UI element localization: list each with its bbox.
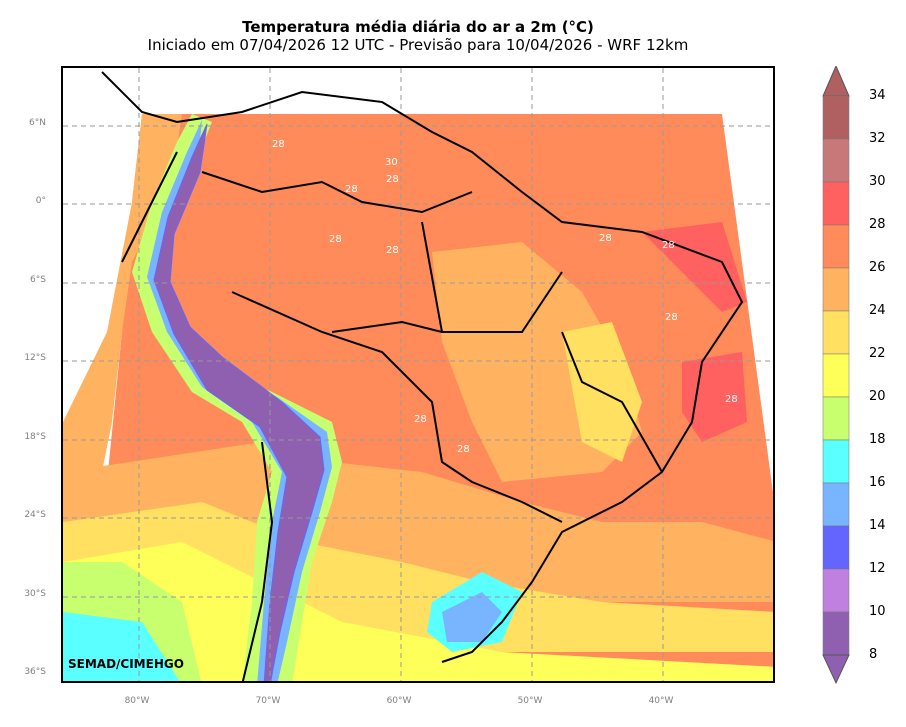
chart-subtitle: Iniciado em 07/04/2026 12 UTC - Previsão… bbox=[147, 36, 689, 54]
colorbar-tick-label: 20 bbox=[869, 389, 886, 404]
state-border-a bbox=[421, 221, 563, 333]
colorbar bbox=[822, 66, 850, 685]
contour-label: 30 bbox=[385, 157, 398, 168]
contour-label: 28 bbox=[386, 174, 399, 185]
lat-tick-6s: 6°S bbox=[30, 275, 46, 285]
colorbar-segment bbox=[822, 224, 850, 269]
colorbar-segment bbox=[822, 611, 850, 656]
colorbar-tick-label: 32 bbox=[869, 131, 886, 146]
lat-tick-18s: 18°S bbox=[24, 432, 46, 442]
lon-tick-60w: 60°W bbox=[386, 696, 412, 706]
colorbar-segment bbox=[822, 439, 850, 484]
argentina-west bbox=[241, 441, 274, 681]
colorbar-segment bbox=[822, 482, 850, 527]
colorbar-tick-label: 10 bbox=[869, 604, 886, 619]
contour-label: 28 bbox=[329, 234, 342, 245]
contour-label: 28 bbox=[725, 394, 738, 405]
coastline bbox=[101, 71, 744, 663]
contour-label: 28 bbox=[345, 184, 358, 195]
colorbar-tick-label: 12 bbox=[869, 561, 886, 576]
field-12-14-south bbox=[442, 592, 502, 642]
contour-labels: 28 30 28 28 28 28 28 28 28 28 28 28 bbox=[272, 139, 738, 455]
lat-tick-12s: 12°S bbox=[24, 353, 46, 363]
colorbar-segment bbox=[822, 267, 850, 312]
lat-tick-0: 0° bbox=[35, 196, 46, 206]
chart-title: Temperatura média diária do ar a 2m (°C) bbox=[242, 18, 594, 36]
country-border-br bbox=[231, 291, 563, 523]
colorbar-segment bbox=[822, 310, 850, 355]
temperature-map: 28 30 28 28 28 28 28 28 28 28 28 28 bbox=[63, 68, 773, 681]
state-border-c bbox=[561, 331, 663, 473]
colorbar-tick-label: 18 bbox=[869, 432, 886, 447]
field-16-18-pacific bbox=[63, 612, 180, 681]
contour-label: 28 bbox=[414, 414, 427, 425]
field-28-30-ne bbox=[642, 222, 747, 312]
contour-label: 28 bbox=[386, 245, 399, 256]
lat-tick-6n: 6°N bbox=[29, 118, 46, 128]
graticule bbox=[63, 68, 773, 681]
map-panel: 28 30 28 28 28 28 28 28 28 28 28 28 bbox=[61, 66, 775, 683]
colorbar-tick-label: 30 bbox=[869, 174, 886, 189]
colorbar-segment bbox=[822, 95, 850, 140]
credit-label: SEMAD/CIMEHGO bbox=[68, 657, 184, 671]
borders bbox=[101, 71, 744, 681]
colorbar-tick-label: 14 bbox=[869, 518, 886, 533]
andes-ridge-10 bbox=[153, 123, 325, 681]
lon-tick-50w: 50°W bbox=[517, 696, 543, 706]
colorbar-tick-label: 26 bbox=[869, 260, 886, 275]
contour-label: 28 bbox=[272, 139, 285, 150]
colorbar-tick-label: 8 bbox=[869, 647, 878, 662]
colorbar-extend-low bbox=[822, 654, 850, 685]
colorbar-segment bbox=[822, 138, 850, 183]
colorbar-segment bbox=[822, 396, 850, 441]
state-border-b bbox=[331, 320, 443, 333]
colorbar-segment bbox=[822, 525, 850, 570]
colorbar-tick-label: 34 bbox=[869, 88, 886, 103]
lon-tick-70w: 70°W bbox=[255, 696, 281, 706]
contour-label: 28 bbox=[662, 240, 675, 251]
colorbar-tick-label: 28 bbox=[869, 217, 886, 232]
colorbar-segments bbox=[822, 66, 850, 685]
colorbar-tick-label: 22 bbox=[869, 346, 886, 361]
contour-label: 28 bbox=[457, 444, 470, 455]
colorbar-segment bbox=[822, 353, 850, 398]
colorbar-tick-label: 16 bbox=[869, 475, 886, 490]
lat-tick-30s: 30°S bbox=[24, 589, 46, 599]
colorbar-segment bbox=[822, 568, 850, 613]
lat-tick-36s: 36°S bbox=[24, 667, 46, 677]
lat-tick-24s: 24°S bbox=[24, 510, 46, 520]
contour-label: 28 bbox=[599, 233, 612, 244]
country-border-north bbox=[201, 171, 473, 214]
colorbar-tick-label: 24 bbox=[869, 303, 886, 318]
colorbar-segment bbox=[822, 181, 850, 226]
lon-tick-40w: 40°W bbox=[648, 696, 674, 706]
field-28-30-atlantic bbox=[682, 352, 747, 442]
colorbar-extend-high bbox=[822, 66, 850, 97]
field-20-22 bbox=[63, 542, 773, 681]
lon-tick-80w: 80°W bbox=[124, 696, 150, 706]
contour-label: 28 bbox=[665, 312, 678, 323]
